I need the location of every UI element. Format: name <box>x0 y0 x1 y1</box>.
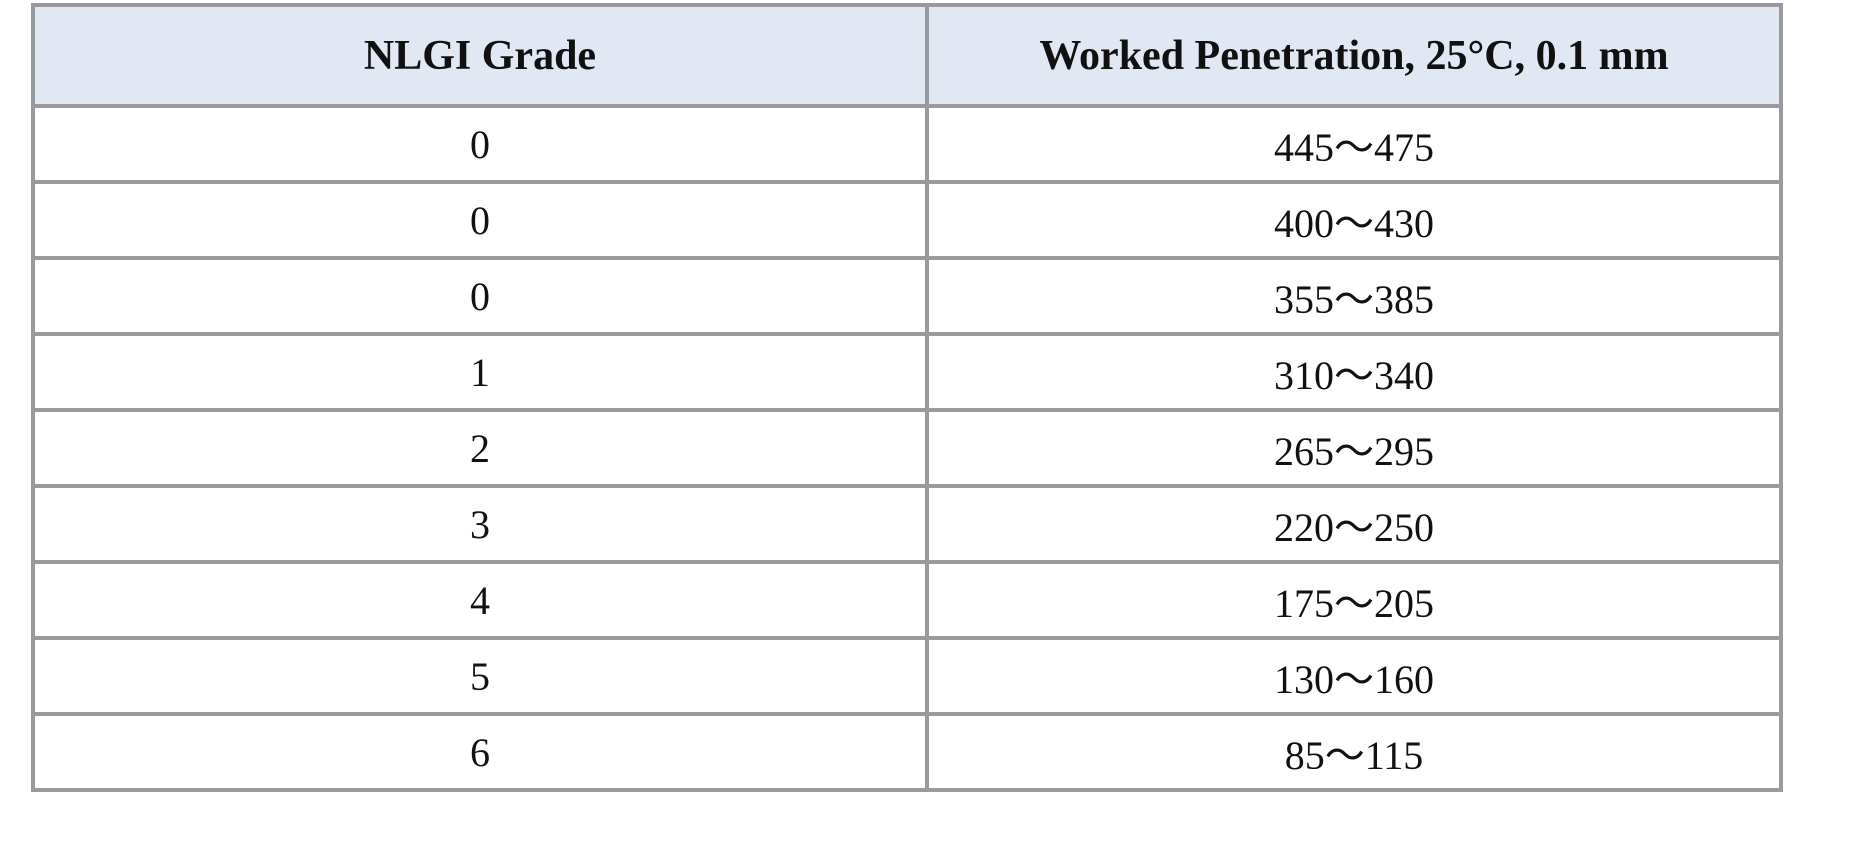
penetration-cell: 265～295 <box>925 408 1783 488</box>
penetration-cell: 220～250 <box>925 484 1783 564</box>
table-row: 0 400～430 <box>31 180 1783 260</box>
grade-cell: 4 <box>31 560 929 640</box>
penetration-cell: 445～475 <box>925 104 1783 184</box>
penetration-cell: 130～160 <box>925 636 1783 716</box>
penetration-cell: 310～340 <box>925 332 1783 412</box>
table-row: 5 130～160 <box>31 636 1783 716</box>
grade-cell: 3 <box>31 484 929 564</box>
table-row: 0 355～385 <box>31 256 1783 336</box>
table-row: 3 220～250 <box>31 484 1783 564</box>
penetration-cell: 175～205 <box>925 560 1783 640</box>
grade-cell: 2 <box>31 408 929 488</box>
penetration-cell: 85～115 <box>925 712 1783 792</box>
table-row: 6 85～115 <box>31 712 1783 792</box>
penetration-cell: 400～430 <box>925 180 1783 260</box>
grade-cell: 6 <box>31 712 929 792</box>
penetration-cell: 355～385 <box>925 256 1783 336</box>
table-row: 1 310～340 <box>31 332 1783 412</box>
table-row: 4 175～205 <box>31 560 1783 640</box>
header-nlgi-grade: NLGI Grade <box>31 3 929 108</box>
grade-cell: 1 <box>31 332 929 412</box>
grade-cell: 0 <box>31 180 929 260</box>
grade-cell: 0 <box>31 104 929 184</box>
grade-cell: 5 <box>31 636 929 716</box>
header-worked-penetration: Worked Penetration, 25°C, 0.1 mm <box>925 3 1783 108</box>
grade-cell: 0 <box>31 256 929 336</box>
header-row: NLGI Grade Worked Penetration, 25°C, 0.1… <box>31 3 1783 108</box>
table-row: 2 265～295 <box>31 408 1783 488</box>
table-row: 0 445～475 <box>31 104 1783 184</box>
nlgi-grade-table: NLGI Grade Worked Penetration, 25°C, 0.1… <box>31 3 1783 792</box>
